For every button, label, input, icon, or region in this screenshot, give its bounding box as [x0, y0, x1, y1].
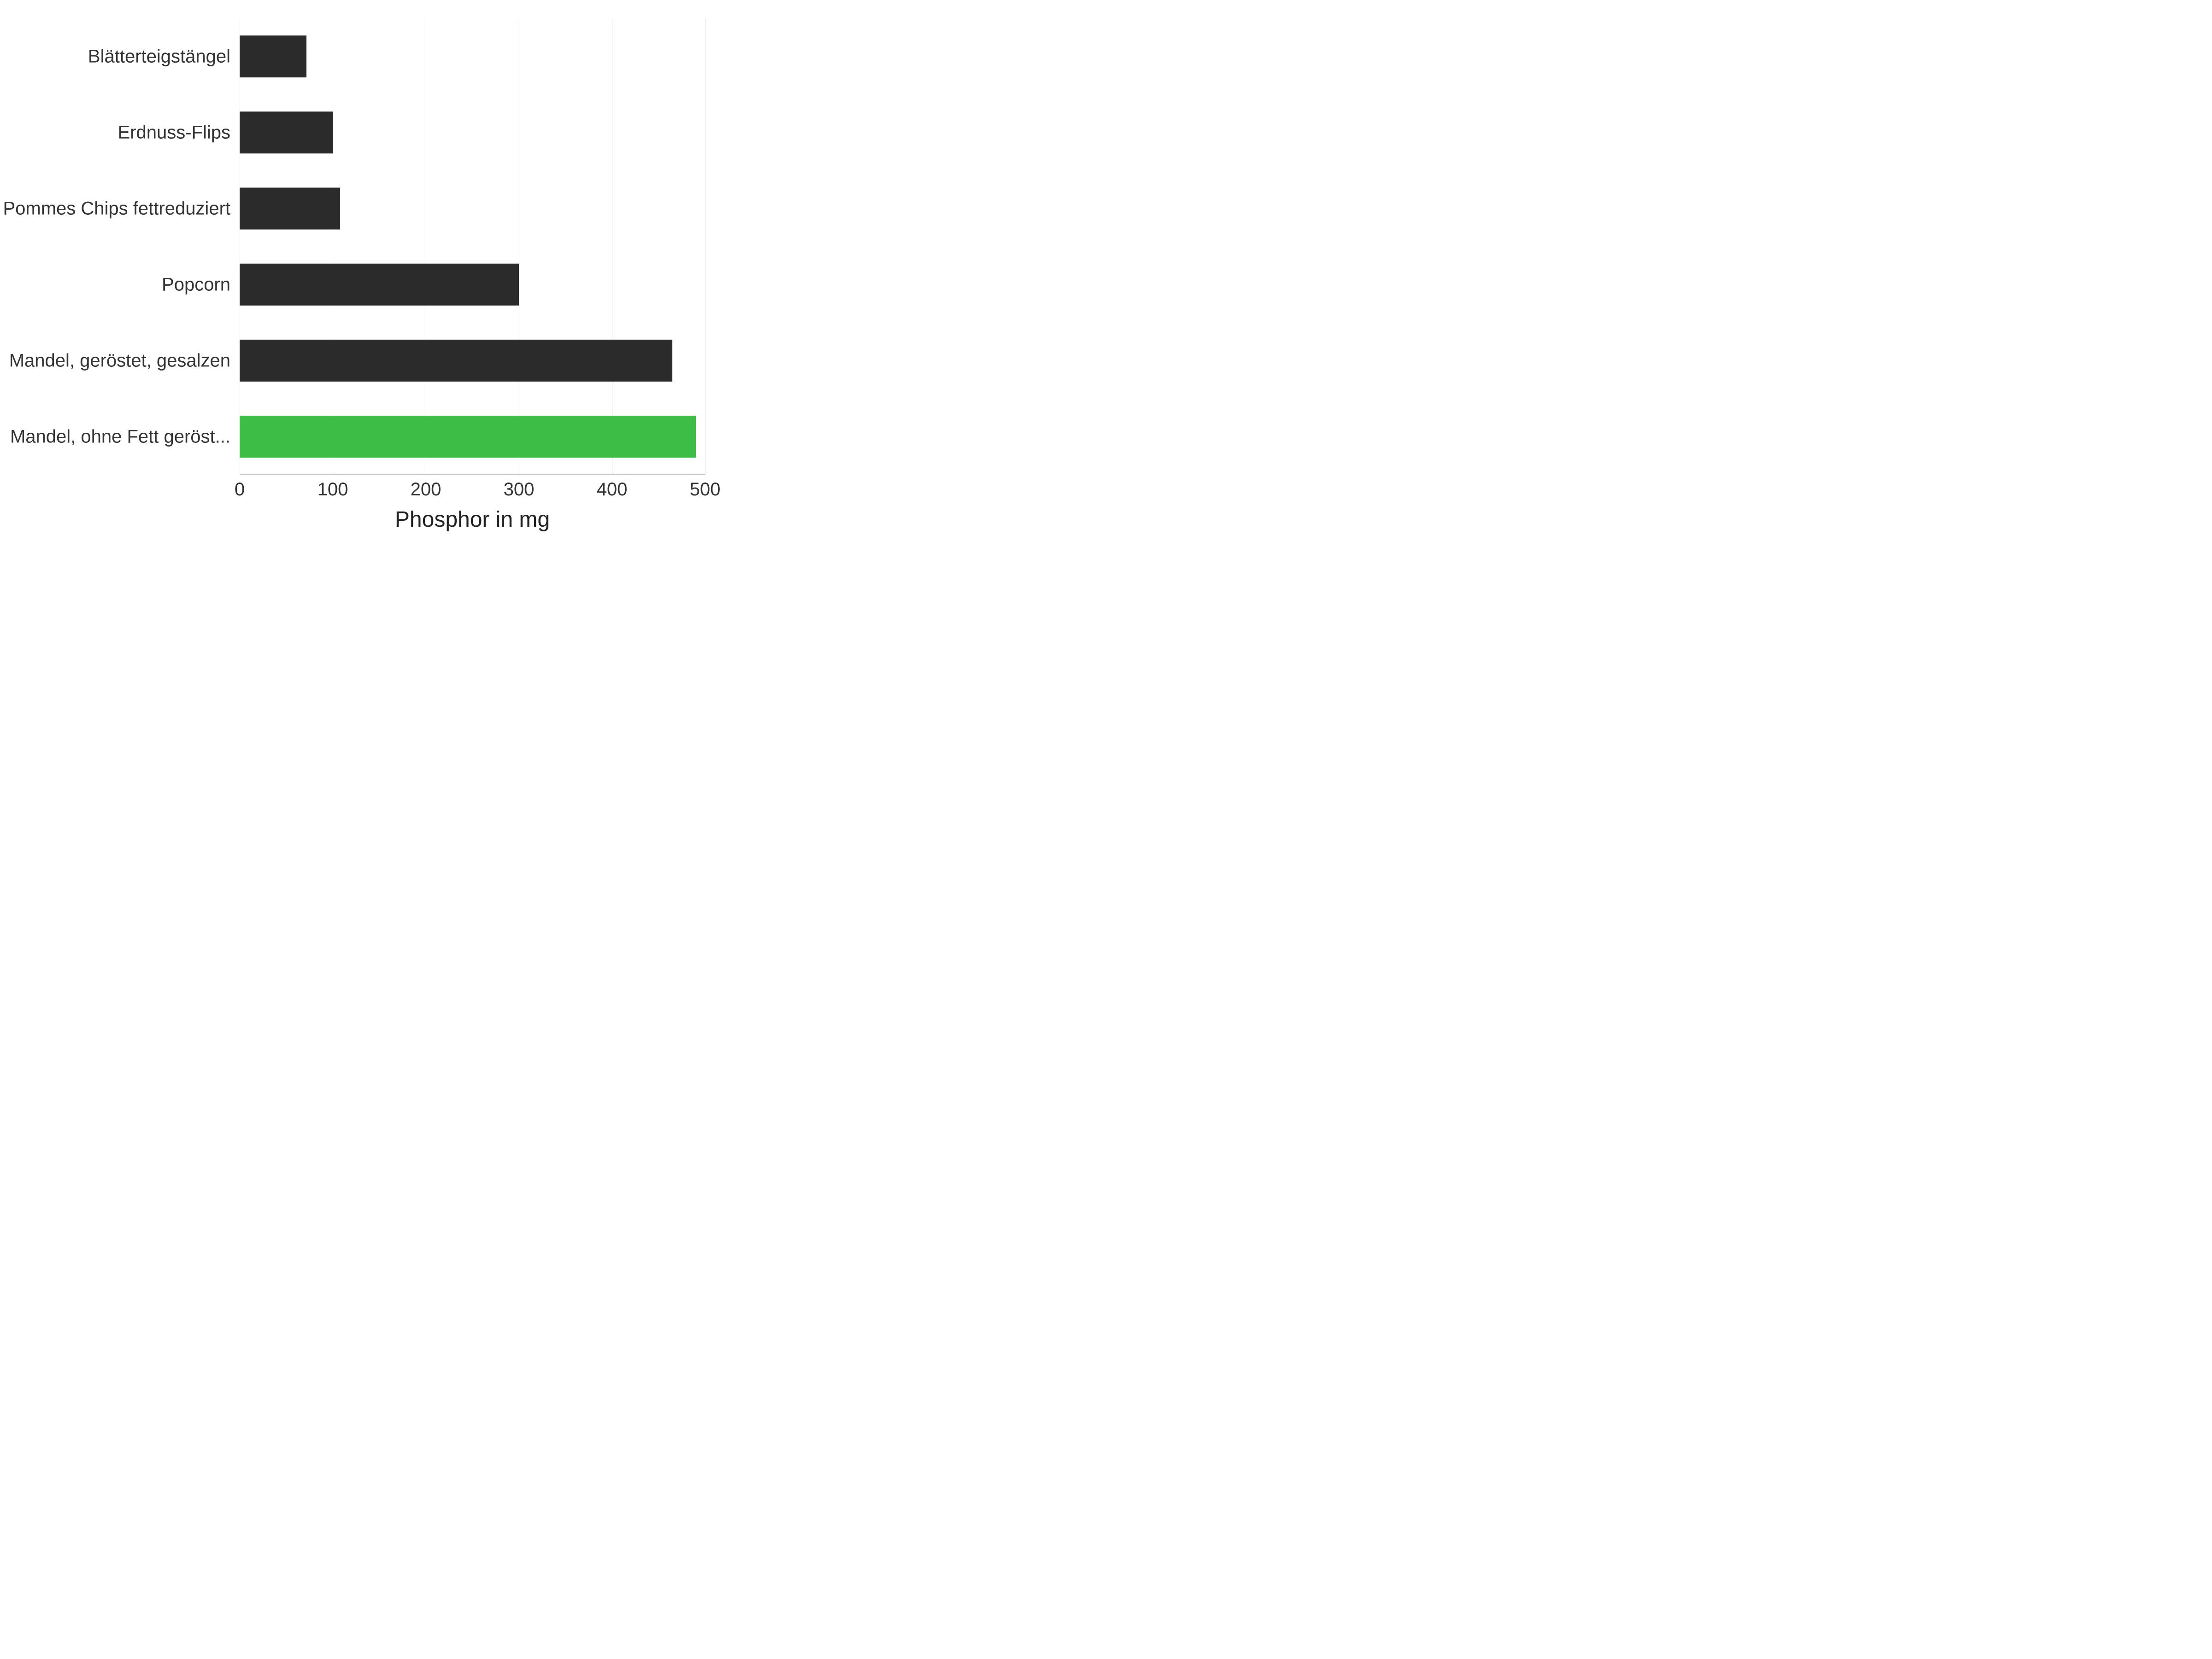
y-axis-label: Mandel, geröstet, gesalzen: [9, 350, 230, 371]
bar: [240, 264, 519, 306]
x-axis-title: Phosphor in mg: [240, 507, 705, 532]
x-axis-tick-label: 0: [235, 479, 245, 500]
x-axis-tick-label: 200: [411, 479, 441, 500]
y-axis-label: Blätterteigstängel: [88, 46, 230, 67]
chart-container: Blätterteigstängel Erdnuss-Flips Pommes Ch…: [0, 0, 737, 553]
gridline: [705, 18, 706, 475]
y-axis-label: Erdnuss-Flips: [118, 122, 230, 143]
x-axis-tick-label: 500: [690, 479, 721, 500]
y-axis-label: Mandel, ohne Fett geröst...: [10, 426, 230, 447]
bar: [240, 188, 340, 229]
bar: [240, 35, 306, 77]
x-axis-tick-label: 400: [597, 479, 628, 500]
y-axis-label: Pommes Chips fettreduziert: [3, 198, 230, 219]
x-axis-ticks: 0100200300400500: [240, 479, 705, 507]
bar: [240, 340, 672, 382]
x-axis-tick-label: 100: [318, 479, 348, 500]
bar: [240, 112, 333, 153]
x-axis-line: [240, 474, 705, 475]
plot-area: [240, 18, 705, 475]
x-axis-tick-label: 300: [504, 479, 535, 500]
bar: [240, 416, 696, 458]
y-axis-label: Popcorn: [162, 274, 230, 295]
